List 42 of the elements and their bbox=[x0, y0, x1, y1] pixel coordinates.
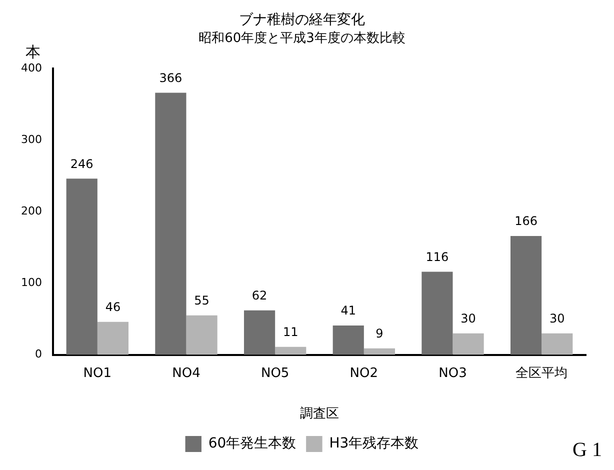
x-tick-label: NO2 bbox=[350, 366, 378, 381]
bar bbox=[510, 236, 542, 355]
x-tick-label: 全区平均 bbox=[516, 366, 568, 381]
data-label: 62 bbox=[252, 288, 268, 303]
data-label: 9 bbox=[376, 326, 384, 340]
data-label: 30 bbox=[549, 311, 565, 326]
data-label: 166 bbox=[514, 214, 538, 228]
x-tick-label: NO3 bbox=[438, 366, 467, 381]
data-label: 366 bbox=[159, 70, 182, 85]
y-tick-label: 0 bbox=[34, 348, 42, 361]
data-label: 11 bbox=[282, 325, 298, 340]
bar bbox=[332, 325, 364, 355]
data-label: 41 bbox=[340, 304, 356, 318]
y-tick-label: 200 bbox=[20, 204, 42, 218]
x-tick-label: NO5 bbox=[260, 366, 290, 381]
bar bbox=[155, 92, 186, 355]
data-label: 55 bbox=[194, 294, 210, 308]
y-tick-label: 100 bbox=[20, 276, 42, 290]
bar bbox=[244, 310, 276, 355]
data-label: 116 bbox=[426, 250, 449, 264]
bar bbox=[275, 346, 306, 355]
bar bbox=[452, 333, 484, 355]
y-axis-title: 本 bbox=[25, 42, 40, 61]
data-label: 246 bbox=[70, 156, 94, 171]
chart-subtitle: 昭和60年度と平成3年度の本数比較 bbox=[198, 30, 406, 46]
x-tick-label: NO4 bbox=[172, 366, 200, 381]
bar bbox=[66, 178, 98, 355]
legend-label: 60年発生本数 bbox=[208, 436, 296, 452]
bar bbox=[364, 348, 396, 355]
bar bbox=[186, 315, 218, 355]
data-label: 30 bbox=[460, 311, 476, 326]
data-label: 46 bbox=[105, 300, 121, 314]
legend-label: H3年残存本数 bbox=[329, 436, 419, 452]
chart-title: ブナ稚樹の経年変化 bbox=[239, 12, 365, 28]
bar bbox=[422, 272, 453, 355]
bar bbox=[97, 322, 129, 355]
y-tick-label: 300 bbox=[20, 132, 42, 146]
x-tick-label: NO1 bbox=[83, 366, 112, 381]
text: G 1 bbox=[572, 439, 602, 462]
bar bbox=[542, 333, 573, 355]
x-axis-title: 調査区 bbox=[300, 406, 339, 422]
y-tick-label: 400 bbox=[20, 61, 42, 74]
